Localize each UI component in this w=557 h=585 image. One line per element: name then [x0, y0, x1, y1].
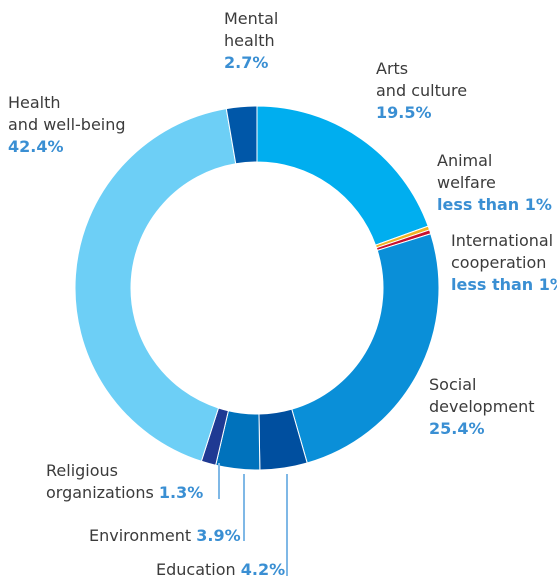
slice-arts-and-culture — [256, 105, 429, 246]
label-line: Social — [429, 375, 477, 394]
value-label: 2.7% — [224, 53, 269, 72]
label-line: Education — [156, 560, 236, 579]
label-social-development: Social development 25.4% — [429, 374, 535, 440]
slice-health-and-well-being — [74, 108, 237, 462]
label-line: Health — [8, 93, 61, 112]
label-line: health — [224, 31, 275, 50]
label-international-cooperation: International cooperation less than 1% — [451, 230, 557, 296]
value-label: less than 1% — [437, 195, 552, 214]
label-line: Animal — [437, 151, 493, 170]
label-line: Religious — [46, 461, 118, 480]
label-arts-culture: Arts and culture 19.5% — [376, 58, 467, 124]
label-mental-health: Mental health 2.7% — [224, 8, 278, 74]
label-line: and well-being — [8, 115, 126, 134]
label-religious-organizations: Religious organizations 1.3% — [46, 460, 203, 504]
leader-line-environment — [243, 474, 245, 541]
label-line: development — [429, 397, 535, 416]
slice-social-development — [291, 233, 440, 464]
leader-line-religious — [218, 463, 220, 499]
label-line: International — [451, 231, 554, 250]
label-line: welfare — [437, 173, 496, 192]
slice-mental-health — [225, 105, 258, 165]
label-education: Education 4.2% — [156, 559, 285, 581]
value-label: 4.2% — [240, 560, 286, 579]
label-environment: Environment 3.9% — [89, 525, 241, 547]
value-label: 1.3% — [158, 483, 204, 502]
label-animal-welfare: Animal welfare less than 1% — [437, 150, 552, 216]
leader-line-education — [286, 474, 288, 576]
value-label: less than 1% — [451, 275, 557, 294]
label-line: organizations — [46, 483, 154, 502]
label-line: Mental — [224, 9, 279, 28]
label-health-wellbeing: Health and well-being 42.4% — [8, 92, 126, 158]
value-label: 25.4% — [429, 419, 485, 438]
label-line: Arts — [376, 59, 409, 78]
label-line: and culture — [376, 81, 468, 100]
label-line: Environment — [89, 526, 192, 545]
value-label: 3.9% — [196, 526, 241, 545]
value-label: 42.4% — [8, 137, 64, 156]
value-label: 19.5% — [376, 103, 432, 122]
label-line: cooperation — [451, 253, 547, 272]
